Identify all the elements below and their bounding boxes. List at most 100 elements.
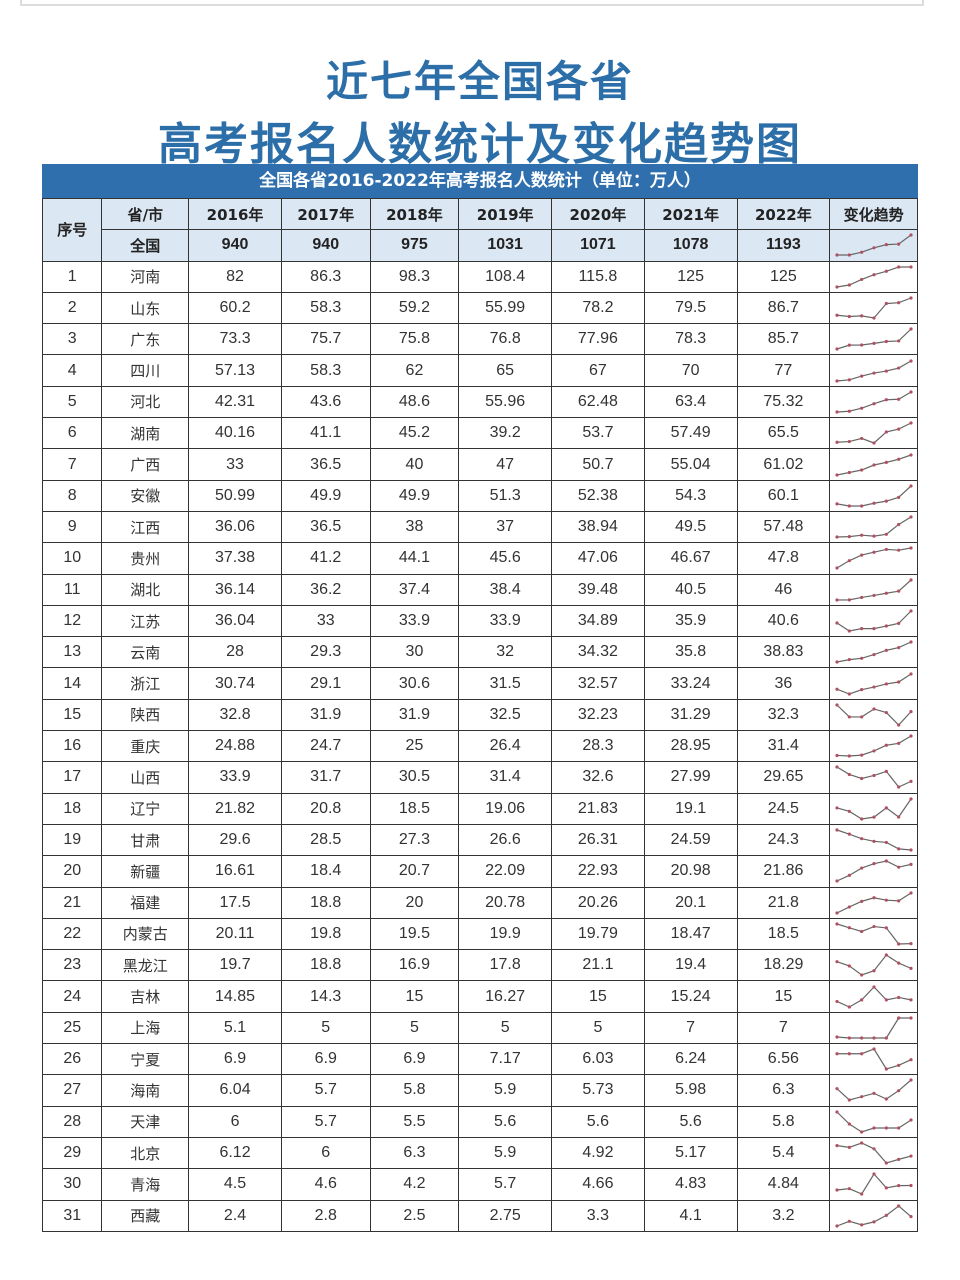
row-index: 27: [41, 1074, 103, 1107]
row-value: 21.1: [551, 949, 645, 982]
row-value: 20.78: [458, 886, 553, 919]
row-value: 28.95: [643, 730, 738, 763]
row-value: 62: [369, 354, 460, 387]
row-value: 29.1: [280, 667, 371, 700]
row-value: 24.5: [736, 792, 831, 825]
sparkline-cell: [829, 1105, 918, 1138]
row-index: 20: [41, 855, 103, 888]
row-value: 115.8: [551, 260, 645, 293]
sparkline-cell: [829, 698, 918, 732]
row-value: 31.9: [369, 698, 460, 732]
row-value: 45.2: [369, 417, 460, 450]
row-value: 4.1: [643, 1199, 738, 1232]
row-province: 西藏: [101, 1199, 190, 1232]
row-value: 20.7: [369, 855, 460, 888]
row-value: 30.6: [369, 667, 460, 700]
row-value: 33.9: [458, 604, 553, 638]
row-value: 31.9: [280, 698, 371, 732]
row-value: 61.02: [736, 448, 831, 481]
sparkline-cell: [829, 479, 918, 512]
row-index: 12: [41, 604, 103, 638]
trend-sparkline-icon: [835, 891, 913, 915]
row-value: 49.9: [369, 479, 460, 512]
row-value: 18.29: [736, 949, 831, 982]
sparkline-cell: [829, 1074, 918, 1107]
trend-sparkline-icon: [835, 546, 913, 571]
row-province: 内蒙古: [101, 917, 190, 951]
table-banner: 全国各省2016-2022年高考报名人数统计（单位：万人）: [42, 164, 918, 198]
row-value: 18.5: [369, 792, 460, 825]
row-value: 5.7: [280, 1105, 371, 1138]
row-index: 28: [41, 1105, 103, 1138]
trend-sparkline-icon: [835, 640, 913, 664]
row-value: 5: [280, 1011, 371, 1045]
sparkline-cell: [829, 1168, 918, 1201]
trend-sparkline-icon: [835, 421, 913, 445]
sparkline-cell: [829, 542, 918, 575]
sparkline-cell: [829, 260, 918, 293]
trend-sparkline-icon: [835, 515, 913, 539]
row-value: 21.83: [551, 792, 645, 825]
sparkline-cell: [829, 385, 918, 419]
national-name: 全国: [101, 229, 190, 262]
row-value: 47.06: [551, 542, 645, 575]
row-value: 18.47: [643, 917, 738, 951]
row-value: 55.96: [458, 385, 553, 419]
row-value: 42.31: [188, 385, 282, 419]
row-province: 吉林: [101, 980, 190, 1013]
row-province: 青海: [101, 1168, 190, 1201]
row-value: 5.5: [369, 1105, 460, 1138]
table-row: 31 西藏 2.4 2.8 2.5 2.75 3.3 4.1 3.2: [41, 1199, 918, 1232]
row-index: 23: [41, 949, 103, 982]
row-province: 河南: [101, 260, 190, 293]
row-value: 6.9: [369, 1043, 460, 1076]
row-value: 24.3: [736, 823, 831, 857]
row-value: 58.3: [280, 291, 371, 325]
row-province: 广东: [101, 323, 190, 356]
row-value: 18.5: [736, 917, 831, 951]
row-value: 4.84: [736, 1168, 831, 1201]
trend-sparkline-icon: [835, 484, 913, 508]
row-value: 6.12: [188, 1136, 282, 1170]
row-value: 18.4: [280, 855, 371, 888]
row-value: 21.86: [736, 855, 831, 888]
row-province: 天津: [101, 1105, 190, 1138]
row-value: 31.29: [643, 698, 738, 732]
table-row: 4 四川 57.13 58.3 62 65 67 70 77: [41, 354, 918, 387]
row-value: 14.3: [280, 980, 371, 1013]
row-value: 70: [643, 354, 738, 387]
row-index: 29: [41, 1136, 103, 1170]
row-value: 29.65: [736, 761, 831, 794]
row-value: 62.48: [551, 385, 645, 419]
row-index: 18: [41, 792, 103, 825]
row-value: 5.6: [551, 1105, 645, 1138]
row-value: 32.3: [736, 698, 831, 732]
row-province: 浙江: [101, 667, 190, 700]
row-value: 15.24: [643, 980, 738, 1013]
row-index: 17: [41, 761, 103, 794]
row-value: 26.31: [551, 823, 645, 857]
row-value: 32.5: [458, 698, 553, 732]
row-value: 32.6: [551, 761, 645, 794]
table-row: 13 云南 28 29.3 30 32 34.32 35.8 38.83: [41, 636, 918, 669]
row-value: 73.3: [188, 323, 282, 356]
table-row: 27 海南 6.04 5.7 5.8 5.9 5.73 5.98 6.3: [41, 1074, 918, 1107]
row-value: 65: [458, 354, 553, 387]
row-index: 6: [41, 417, 103, 450]
row-value: 15: [551, 980, 645, 1013]
row-value: 46.67: [643, 542, 738, 575]
row-index: 3: [41, 323, 103, 356]
row-value: 40.6: [736, 604, 831, 638]
row-value: 38: [369, 510, 460, 544]
row-value: 55.04: [643, 448, 738, 481]
row-value: 31.5: [458, 667, 553, 700]
row-value: 6: [188, 1105, 282, 1138]
row-index: 16: [41, 730, 103, 763]
row-index: 1: [41, 260, 103, 293]
row-value: 19.06: [458, 792, 553, 825]
row-value: 67: [551, 354, 645, 387]
row-value: 39.48: [551, 573, 645, 606]
row-index: 25: [41, 1011, 103, 1045]
sparkline-cell: [829, 667, 918, 700]
trend-sparkline-icon: [835, 1204, 913, 1228]
